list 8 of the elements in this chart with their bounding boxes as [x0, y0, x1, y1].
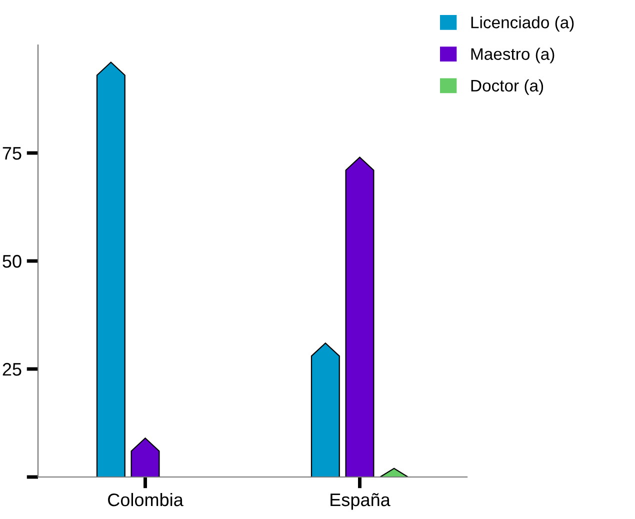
- y-tick-label: 25: [2, 362, 22, 376]
- x-tick-label: España: [330, 493, 390, 510]
- y-tick-label: 50: [2, 254, 22, 268]
- x-tick-label: Colombia: [108, 492, 184, 506]
- legend-label: Doctor (a): [471, 79, 544, 95]
- legend-label: Licenciado (a): [471, 16, 574, 32]
- y-tick-label: 75: [2, 147, 22, 160]
- legend-label: Maestro (a): [471, 48, 554, 64]
